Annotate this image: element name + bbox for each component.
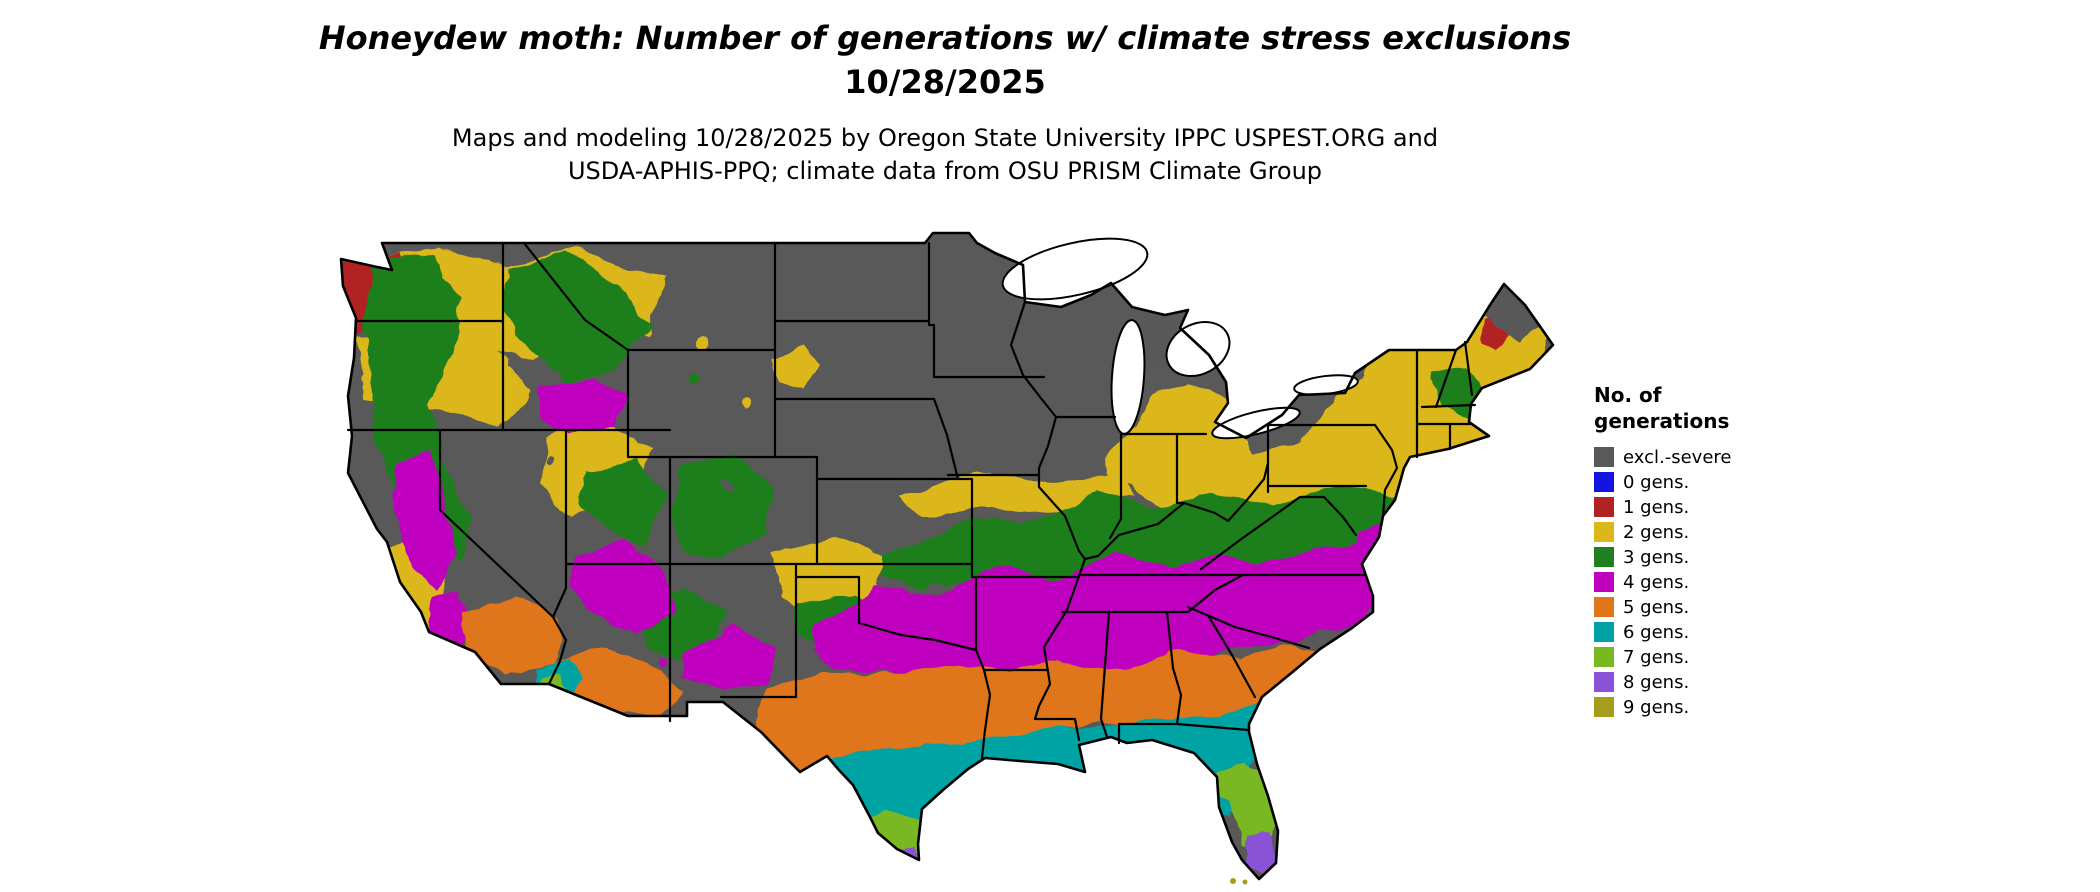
zone-4-gens xyxy=(397,377,1411,693)
legend-title-line-1: No. of xyxy=(1594,383,1662,407)
credit-line-2: USDA-APHIS-PPQ; climate data from OSU PR… xyxy=(567,157,1323,186)
us-generations-map xyxy=(339,231,1555,885)
legend: No. of generations excl.-severe 0 gens. 1 … xyxy=(1594,382,1834,720)
legend-label: 0 gens. xyxy=(1623,471,1690,493)
map-raster-zones xyxy=(341,233,1553,879)
legend-label: 5 gens. xyxy=(1623,596,1690,618)
us-outline xyxy=(339,231,1555,881)
legend-label: 7 gens. xyxy=(1623,646,1690,668)
zone-9-gens xyxy=(1230,878,1248,885)
legend-row: 1 gens. xyxy=(1594,495,1834,520)
legend-row: 6 gens. xyxy=(1594,620,1834,645)
title-block: Honeydew moth: Number of generations w/ … xyxy=(0,18,1890,102)
legend-title: No. of generations xyxy=(1594,382,1834,435)
legend-entries: excl.-severe 0 gens. 1 gens. 2 gens. 3 gens.… xyxy=(1594,445,1834,720)
map-title-date: 10/28/2025 xyxy=(844,63,1046,101)
legend-label: 2 gens. xyxy=(1623,521,1690,543)
legend-swatch xyxy=(1594,497,1614,518)
legend-swatch xyxy=(1594,447,1614,468)
legend-row: excl.-severe xyxy=(1594,445,1834,470)
map-title: Honeydew moth: Number of generations w/ … xyxy=(318,19,1572,57)
legend-swatch xyxy=(1594,647,1614,668)
us-map xyxy=(335,225,1555,885)
legend-swatch xyxy=(1594,472,1614,493)
legend-title-line-2: generations xyxy=(1594,409,1730,434)
legend-swatch xyxy=(1594,522,1614,543)
credit-block: Maps and modeling 10/28/2025 by Oregon S… xyxy=(0,122,1890,188)
legend-row: 4 gens. xyxy=(1594,570,1834,595)
legend-row: 0 gens. xyxy=(1594,470,1834,495)
legend-row: 3 gens. xyxy=(1594,545,1834,570)
legend-swatch xyxy=(1594,572,1614,593)
legend-label: 1 gens. xyxy=(1623,496,1690,518)
legend-label: 8 gens. xyxy=(1623,671,1690,693)
credit-line-1: Maps and modeling 10/28/2025 by Oregon S… xyxy=(451,124,1439,152)
legend-label: 6 gens. xyxy=(1623,621,1690,643)
legend-row: 8 gens. xyxy=(1594,670,1834,695)
legend-swatch xyxy=(1594,622,1614,643)
legend-row: 5 gens. xyxy=(1594,595,1834,620)
legend-label: 9 gens. xyxy=(1623,696,1690,718)
legend-label: 3 gens. xyxy=(1623,546,1690,568)
legend-swatch xyxy=(1594,697,1614,718)
legend-label: 4 gens. xyxy=(1623,571,1690,593)
state-borders xyxy=(346,241,1477,760)
legend-swatch xyxy=(1594,597,1614,618)
zone-8-gens xyxy=(880,827,1281,879)
legend-swatch xyxy=(1594,672,1614,693)
legend-label: excl.-severe xyxy=(1623,446,1732,468)
legend-row: 7 gens. xyxy=(1594,645,1834,670)
lake-superior xyxy=(1001,237,1149,301)
legend-swatch xyxy=(1594,547,1614,568)
legend-row: 2 gens. xyxy=(1594,520,1834,545)
legend-row: 9 gens. xyxy=(1594,695,1834,720)
